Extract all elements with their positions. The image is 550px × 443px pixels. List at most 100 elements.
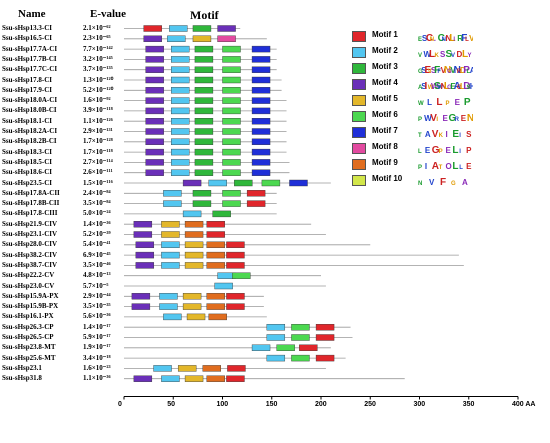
- motif-7-box: [251, 169, 271, 176]
- motif-2-box: [167, 35, 186, 42]
- e-value: 1.5×10⁻¹¹⁶: [83, 178, 113, 187]
- motif-2-box: [182, 210, 202, 218]
- svg-text:W: W: [428, 85, 434, 91]
- motif-2-box: [214, 282, 233, 290]
- svg-text:N: N: [418, 181, 422, 187]
- motif-6-box: [222, 45, 241, 53]
- motif-9-box: [206, 375, 225, 382]
- motif-4-box: [145, 169, 164, 176]
- svg-text:C: C: [438, 33, 445, 43]
- motif-4-box: [217, 25, 236, 32]
- e-value: 1.4×10⁻³⁶: [83, 219, 111, 228]
- e-value: 7.7×10⁻¹⁴²: [83, 44, 113, 53]
- axis-tick-label: 400 AA: [512, 400, 536, 408]
- motif-6-box: [291, 334, 310, 341]
- gene-name: Ssu-sHsp18.0B-CI: [2, 106, 57, 115]
- gene-name: Ssu-sHsp17.8B-CII: [2, 199, 60, 208]
- svg-text:G: G: [451, 181, 456, 187]
- motif-8-box: [217, 35, 236, 42]
- svg-text:L: L: [465, 37, 469, 43]
- svg-text:L: L: [460, 82, 465, 91]
- e-value: 3.9×10⁻¹¹⁸: [83, 106, 113, 115]
- motif-4-box: [145, 87, 164, 94]
- svg-text:N: N: [467, 113, 473, 123]
- motif-6-box: [222, 128, 241, 135]
- motif-2-box: [161, 241, 180, 249]
- gene-name: Ssu-sHsp17.8A-CII: [2, 188, 60, 197]
- svg-text:K: K: [435, 53, 440, 59]
- motif-2-box: [163, 190, 182, 197]
- gene-name: Ssu-sHsp15.9A-PX: [2, 291, 59, 300]
- motif-3-box: [194, 66, 214, 73]
- motif-4-box: [145, 66, 164, 73]
- svg-text:E: E: [425, 146, 431, 155]
- e-value: 4.8×10⁻¹³: [83, 271, 111, 280]
- motif-3-box: [194, 159, 214, 166]
- svg-text:L: L: [418, 149, 422, 155]
- legend-label: Motif 1: [372, 30, 398, 39]
- motif-5-box: [161, 231, 180, 238]
- svg-text:T: T: [439, 165, 443, 171]
- motif-2-box: [171, 76, 190, 84]
- motif-4-box: [145, 76, 164, 84]
- svg-text:L: L: [452, 145, 458, 155]
- svg-text:E: E: [424, 65, 431, 75]
- legend-label: Motif 5: [372, 94, 398, 103]
- e-value: 3.5×10⁻⁴⁶: [83, 260, 111, 269]
- gene-name: Ssu-sHsp23.5-CI: [2, 178, 52, 187]
- motif-6-box: [232, 272, 251, 279]
- motif-1-box: [246, 200, 266, 207]
- gene-name: Ssu-sHsp17.7B-CI: [2, 54, 57, 63]
- motif-4-box: [131, 293, 151, 300]
- axis-tick-label: 0: [118, 400, 122, 408]
- legend-swatch: [352, 143, 366, 154]
- svg-text:I: I: [446, 130, 448, 139]
- gene-name: Ssu-sHsp17.7C-CI: [2, 65, 58, 74]
- e-value: 2.7×10⁻¹¹⁴: [83, 157, 113, 166]
- motif-1-box: [315, 354, 335, 362]
- motif-3-box: [194, 87, 214, 94]
- motif-1-box: [246, 190, 266, 197]
- motif-7-box: [251, 87, 271, 94]
- e-value: 1.7×10⁻¹¹⁸: [83, 147, 113, 156]
- motif-5-box: [186, 313, 206, 321]
- motif-header: Motif: [190, 8, 219, 22]
- legend-label: Motif 2: [372, 46, 398, 55]
- svg-text:R: R: [457, 34, 463, 43]
- svg-text:T: T: [418, 133, 422, 139]
- svg-text:W: W: [418, 101, 424, 107]
- svg-text:L: L: [462, 49, 468, 59]
- svg-text:N: N: [446, 34, 452, 43]
- motif-5-box: [182, 303, 202, 310]
- motif-3-box: [192, 200, 212, 207]
- gene-name: Ssu-sHsp25.6-MT: [2, 353, 56, 362]
- svg-text:S: S: [446, 49, 453, 59]
- legend-swatch: [352, 95, 366, 106]
- gene-name: Ssu-sHsp17.9-CI: [2, 85, 52, 94]
- svg-text:E: E: [452, 129, 459, 139]
- svg-text:E: E: [446, 146, 452, 155]
- motif-6-box: [222, 148, 241, 156]
- motif-9-box: [206, 241, 225, 249]
- svg-text:W: W: [431, 82, 439, 91]
- legend-swatch: [352, 111, 366, 122]
- motif-2-box: [171, 56, 190, 63]
- svg-text:S: S: [421, 66, 427, 75]
- gene-name: Ssu-sHsp23.1-CIV: [2, 230, 58, 238]
- svg-text:W: W: [424, 50, 432, 59]
- svg-text:F: F: [434, 65, 440, 75]
- svg-text:G: G: [447, 85, 452, 91]
- motif-7-box: [251, 117, 271, 125]
- motif-5-box: [184, 241, 204, 249]
- axis-tick-label: 350: [462, 400, 475, 408]
- e-value: 2.3×10⁻⁶⁵: [83, 34, 111, 43]
- motif-6-box: [222, 159, 241, 166]
- svg-text:N: N: [454, 65, 461, 75]
- svg-text:P: P: [463, 65, 470, 75]
- gene-name: Ssu-sHsp18.2B-CI: [2, 137, 57, 146]
